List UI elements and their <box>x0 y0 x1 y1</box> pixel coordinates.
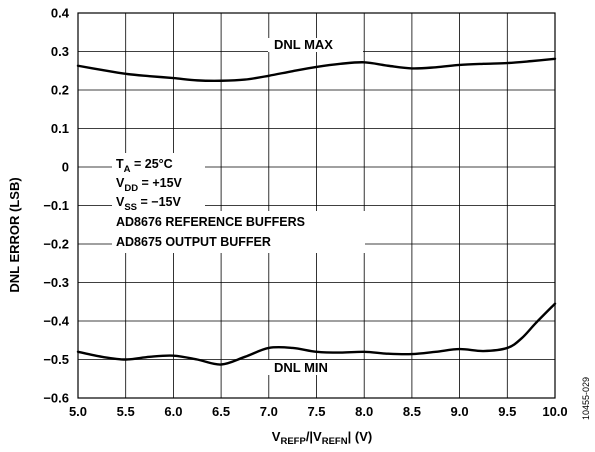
y-axis-label: DNL ERROR (LSB) <box>7 177 22 292</box>
y-tick-label: −0.4 <box>43 314 69 329</box>
x-tick-label: 7.5 <box>307 404 325 419</box>
x-tick-label: 5.5 <box>117 404 135 419</box>
plot-frame <box>77 12 556 399</box>
note-vss: VSS = −15V <box>116 195 181 213</box>
x-tick-labels: 5.0 5.5 6.0 6.5 7.0 7.5 8.0 8.5 9.0 9.5 10.0 <box>69 404 568 419</box>
series-layer <box>76 57 557 366</box>
note-vdd-rest: = +15V <box>138 176 182 190</box>
note-ta-sub: A <box>124 164 131 175</box>
y-tick-label: 0.4 <box>51 6 70 21</box>
note-reference-buffers: AD8676 REFERENCE BUFFERS <box>116 215 305 229</box>
series-label-dnl-max: DNL MAX <box>274 37 333 52</box>
x-tick-label: 10.0 <box>542 404 567 419</box>
y-tick-label: −0.2 <box>43 237 69 252</box>
series-line-dnl-min <box>76 302 557 366</box>
x-tick-label: 6.0 <box>164 404 182 419</box>
figure-id: 10455-029 <box>581 377 591 420</box>
y-tick-label: −0.6 <box>43 391 69 406</box>
series-line-dnl-max <box>76 57 557 83</box>
note-bg-conditions <box>112 153 205 211</box>
x-axis-label-tail: | (V) <box>348 429 373 444</box>
y-tick-label: 0 <box>62 160 69 175</box>
y-tick-label: −0.3 <box>43 275 69 290</box>
x-tick-label: 9.0 <box>451 404 469 419</box>
note-ta-rest: = 25°C <box>131 157 173 171</box>
x-tick-label: 8.5 <box>403 404 421 419</box>
note-bg-buffers <box>112 211 365 253</box>
note-vss-main: V <box>116 195 125 209</box>
x-tick-label: 9.5 <box>498 404 516 419</box>
series-label-dnl-min: DNL MIN <box>274 360 328 375</box>
x-tick-label: 8.0 <box>355 404 373 419</box>
note-ta-main: T <box>116 157 124 171</box>
note-ta: TA = 25°C <box>116 157 173 175</box>
x-tick-label: 5.0 <box>69 404 87 419</box>
label-bg-max <box>268 38 363 52</box>
x-axis-label-main: V <box>272 429 281 444</box>
y-tick-label: 0.2 <box>51 83 69 98</box>
y-tick-label: 0.1 <box>51 121 69 136</box>
x-tick-label: 6.5 <box>212 404 230 419</box>
note-vdd-sub: DD <box>124 183 138 194</box>
note-output-buffer: AD8675 OUTPUT BUFFER <box>116 235 271 249</box>
label-bg-min <box>268 360 353 375</box>
x-axis-label-sub2: REFN <box>322 436 348 447</box>
x-axis-label-mid: /|V <box>306 429 322 444</box>
note-vss-sub: SS <box>124 202 137 213</box>
x-tick-label: 7.0 <box>260 404 278 419</box>
note-vdd-main: V <box>116 176 125 190</box>
x-axis-label-sub1: REFP <box>280 436 306 447</box>
y-tick-label: −0.1 <box>43 198 69 213</box>
y-tick-label: −0.5 <box>43 352 69 367</box>
y-tick-labels: 0.4 0.3 0.2 0.1 0 −0.1 −0.2 −0.3 −0.4 −0.5 −0.6 <box>43 6 69 406</box>
note-vdd: VDD = +15V <box>116 176 183 194</box>
x-axis-label: VREFP/|VREFN| (V) <box>272 429 372 447</box>
y-tick-label: 0.3 <box>51 44 69 59</box>
note-vss-rest: = −15V <box>137 195 181 209</box>
